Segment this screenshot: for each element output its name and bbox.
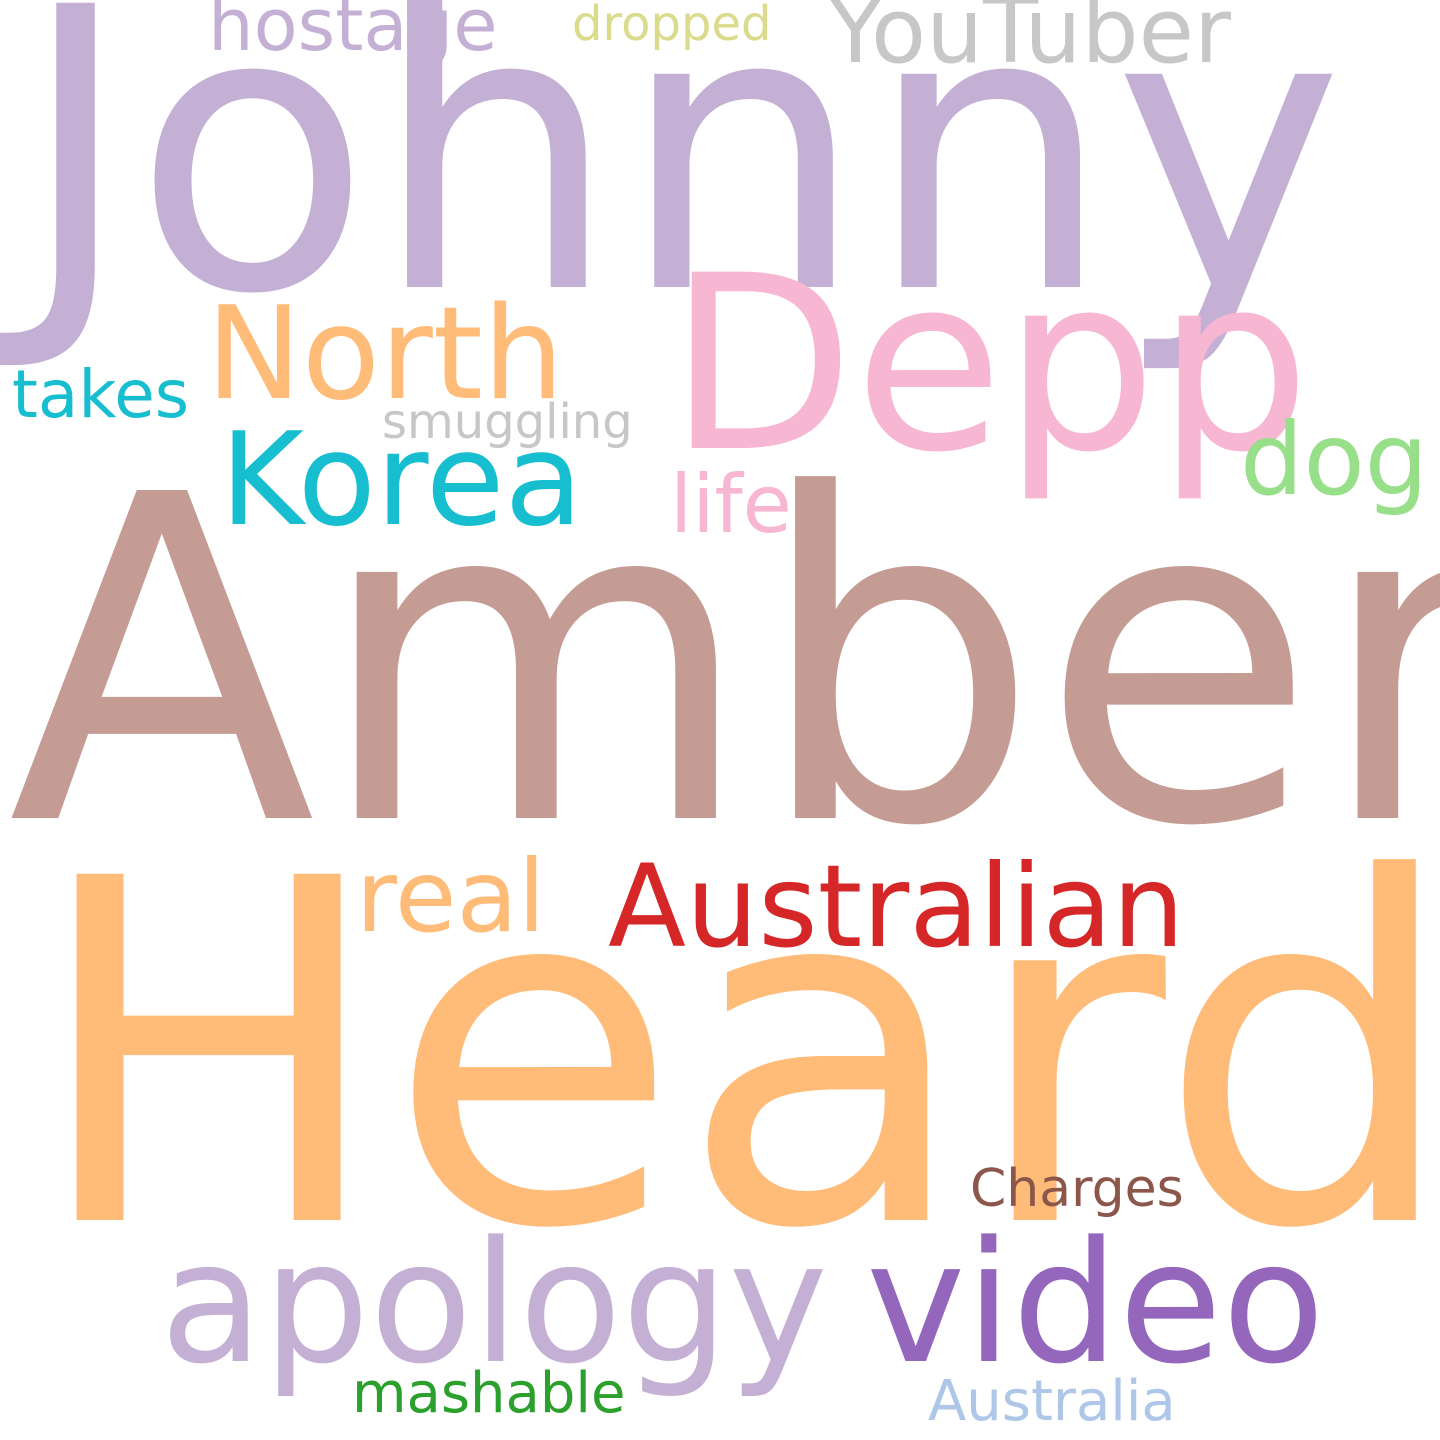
- word-takes: takes: [12, 355, 190, 433]
- word-dog: dog: [1240, 401, 1429, 518]
- word-charges: Charges: [970, 1159, 1184, 1220]
- word-smuggling: smuggling: [382, 393, 633, 450]
- word-real: real: [356, 838, 546, 955]
- word-johnny: Johnny: [18, 0, 1344, 379]
- word-mashable: mashable: [352, 1360, 626, 1426]
- word-north: North: [206, 280, 564, 430]
- word-hostage: hostage: [208, 0, 498, 67]
- word-australia: Australia: [928, 1368, 1176, 1434]
- word-korea: Korea: [220, 406, 583, 556]
- word-youtuber: YouTuber: [828, 0, 1231, 84]
- word-heard: Heard: [30, 780, 1440, 1333]
- word-amber: Amber: [8, 401, 1440, 925]
- word-apology: apology: [160, 1205, 828, 1402]
- word-video: video: [866, 1205, 1325, 1402]
- word-dropped: dropped: [572, 0, 772, 52]
- word-life: life: [670, 457, 792, 551]
- word-depp: Depp: [668, 224, 1311, 507]
- word-australian: Australian: [608, 839, 1185, 973]
